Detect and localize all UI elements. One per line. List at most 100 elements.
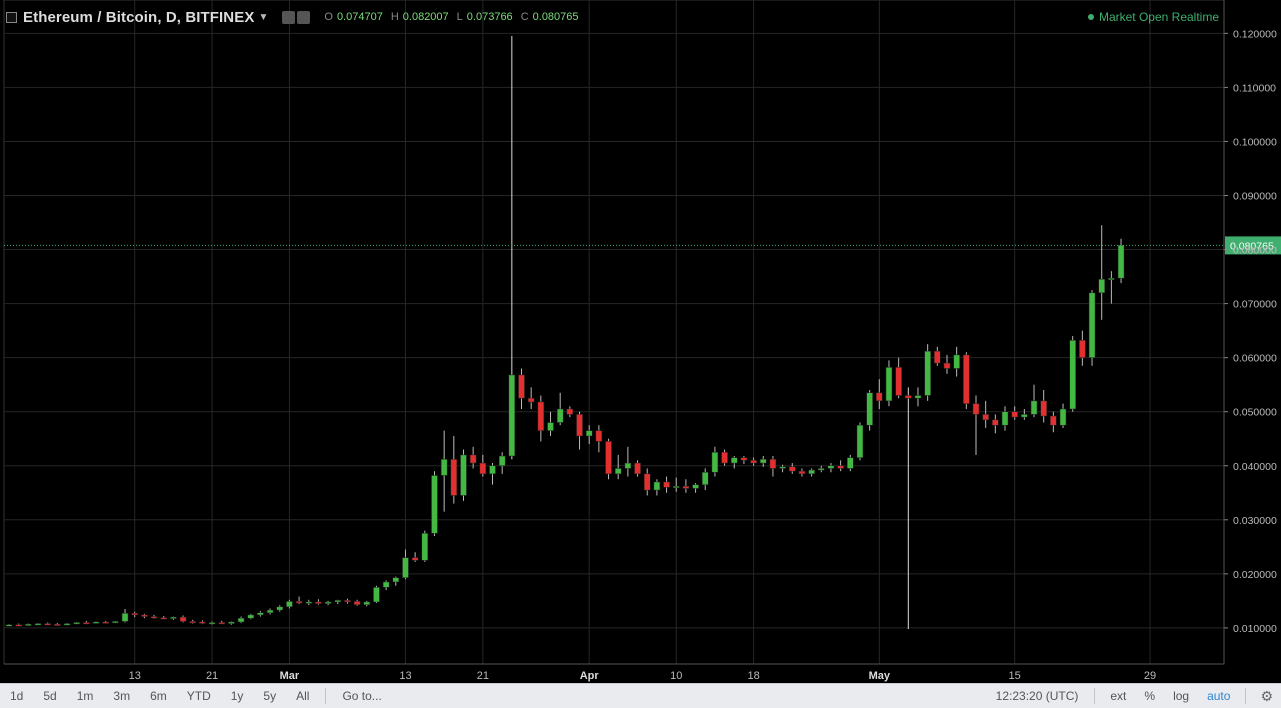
candle (489, 463, 496, 485)
candle-body-up (1069, 340, 1076, 410)
candle-body-down (663, 481, 670, 488)
y-tick-label: 0.100000 (1233, 136, 1277, 148)
range-all-button[interactable]: All (296, 689, 310, 703)
candle-body-up (1117, 244, 1125, 279)
candle (479, 454, 487, 477)
candle-body-up (5, 624, 13, 627)
candle-body-down (450, 459, 458, 496)
x-tick-label: 15 (1009, 670, 1021, 682)
candle-body-up (556, 408, 564, 423)
ext-toggle[interactable]: ext (1110, 689, 1127, 703)
candle-body-up (276, 606, 284, 611)
x-tick-label: 13 (399, 670, 411, 682)
chart-grid (3, 0, 1225, 665)
range-6m-button[interactable]: 6m (150, 689, 167, 703)
candle-body-down (44, 623, 51, 626)
candle-body-down (643, 473, 651, 491)
last-price-line: 0.080765 (4, 236, 1281, 255)
auto-toggle[interactable]: auto (1207, 689, 1231, 703)
candle (692, 483, 699, 493)
percent-toggle[interactable]: % (1144, 689, 1156, 703)
goto-button[interactable]: Go to... (342, 689, 382, 703)
candle-body-up (953, 354, 960, 369)
divider (1245, 688, 1247, 704)
candle-body-down (798, 470, 806, 475)
gear-icon[interactable] (297, 10, 311, 24)
candle-body-up (847, 457, 854, 469)
candle-body-up (692, 484, 699, 489)
candle (721, 449, 728, 466)
range-3m-button[interactable]: 3m (113, 689, 131, 703)
candle (160, 616, 167, 620)
candle (663, 476, 670, 493)
candle (83, 620, 90, 625)
ohlc-close-value: 0.080765 (532, 11, 579, 23)
y-tick-label: 0.010000 (1233, 623, 1277, 635)
candle (141, 613, 148, 619)
candle-body-down (150, 616, 158, 619)
candle-body-down (769, 459, 777, 469)
candle (1001, 406, 1009, 431)
candle (450, 436, 458, 504)
candle-body-down (943, 362, 951, 369)
candle (905, 387, 912, 629)
x-tick-label: May (869, 670, 891, 682)
range-ytd-button[interactable]: YTD (186, 689, 211, 703)
candle (643, 468, 651, 496)
candle (934, 346, 941, 366)
y-tick-label: 0.110000 (1233, 82, 1276, 94)
range-1d-button[interactable]: 1d (10, 689, 24, 703)
candle (1030, 384, 1038, 418)
candles (5, 36, 1125, 629)
range-5d-button[interactable]: 5d (43, 689, 57, 703)
candle (112, 620, 119, 624)
candle-body-down (634, 462, 641, 475)
candle (740, 456, 748, 465)
axes: 0.120000 0.110000 0.100000 0.090000 0.080000… (4, 0, 1277, 682)
ohlc-high-label: H (390, 11, 399, 23)
range-5y-button[interactable]: 5y (263, 689, 277, 703)
candle (847, 454, 854, 472)
ohlc-open-value: 0.074707 (336, 11, 383, 23)
candle-body-up (1059, 408, 1067, 426)
range-1m-button[interactable]: 1m (76, 689, 94, 703)
candle-body-down (344, 600, 351, 603)
legend-collapse-button[interactable] (6, 11, 17, 23)
candle (1011, 406, 1018, 420)
eye-icon[interactable] (282, 10, 296, 24)
ohlc-values: O 0.074707 H 0.082007 L 0.073766 C 0.080… (324, 11, 582, 23)
candle-body-up (237, 617, 245, 623)
candle (595, 425, 603, 453)
candle (228, 621, 235, 625)
symbol-title[interactable]: Ethereum / Bitcoin, D, BITFINEX (23, 8, 255, 26)
x-tick-label: 10 (670, 670, 682, 682)
candle-body-up (34, 623, 42, 626)
gear-icon[interactable]: ⚙ (1260, 687, 1273, 704)
price-chart[interactable]: 0.080765 0.120000 0.110000 0.100000 0.09000… (0, 0, 1281, 683)
candle (885, 360, 893, 407)
candle (237, 616, 245, 624)
candle (305, 599, 313, 606)
candle-body-up (334, 600, 342, 603)
log-toggle[interactable]: log (1173, 689, 1190, 703)
candle (750, 457, 757, 466)
candle (179, 615, 187, 623)
candle (102, 620, 109, 624)
chevron-down-icon[interactable]: ▼ (258, 11, 269, 23)
candle (469, 446, 477, 469)
candle (257, 611, 264, 617)
chart-legend: Ethereum / Bitcoin, D, BITFINEX ▼ O 0.07… (6, 6, 583, 28)
candle (431, 471, 438, 537)
candle (518, 368, 525, 409)
candle (276, 605, 284, 612)
candle-body-down (682, 486, 690, 489)
candle-body-down (295, 601, 303, 604)
candle-body-down (576, 414, 583, 437)
candle-body-down (160, 617, 167, 620)
range-1y-button[interactable]: 1y (230, 689, 244, 703)
candle (982, 400, 989, 428)
candle (866, 390, 873, 431)
candle-body-up (1098, 279, 1105, 294)
candle (334, 599, 342, 605)
y-tick-label: 0.040000 (1233, 461, 1277, 473)
